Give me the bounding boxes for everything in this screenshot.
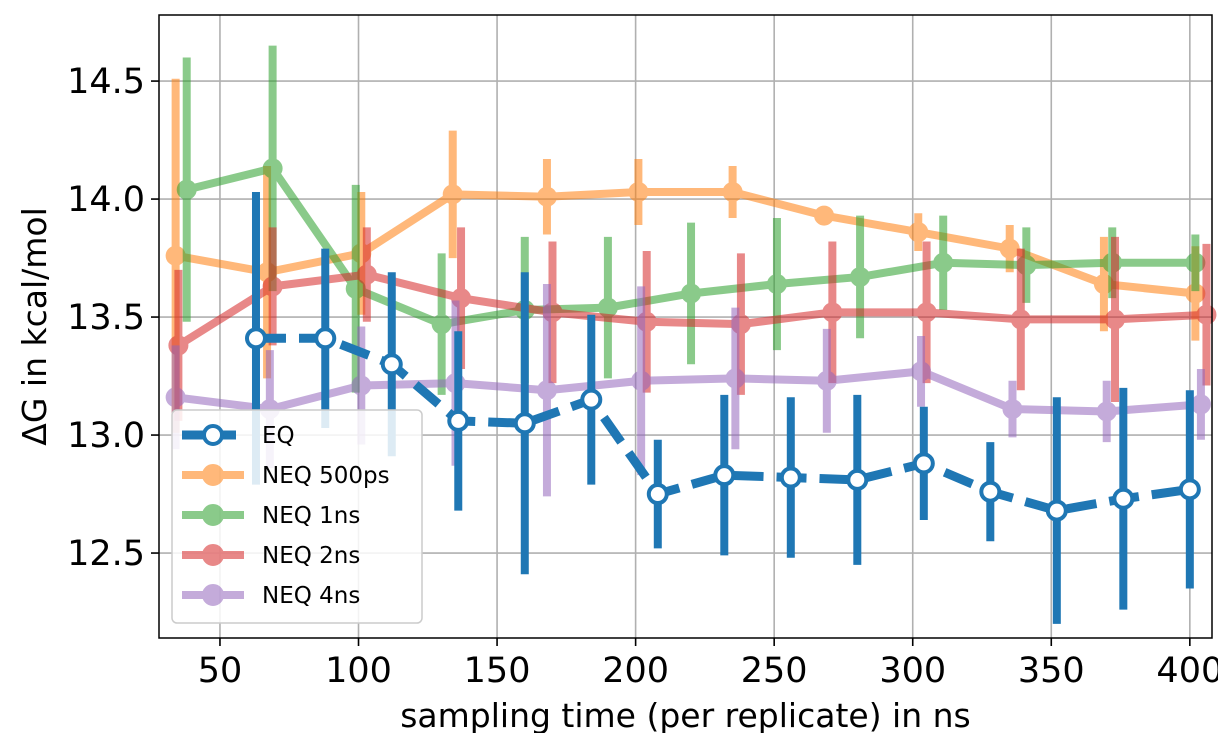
legend-swatch-marker — [202, 464, 224, 486]
legend-item — [182, 424, 244, 446]
data-point — [431, 314, 452, 335]
data-point — [916, 302, 937, 323]
legend-label: NEQ 500ps — [262, 463, 390, 489]
legend-swatch-marker — [202, 544, 224, 566]
x-tick-labels: 50 100 150 200 250 300 350 400 — [198, 651, 1218, 691]
data-point — [1185, 252, 1206, 273]
data-point — [580, 388, 603, 411]
legend-label: NEQ 2ns — [262, 543, 360, 569]
legend-label: NEQ 1ns — [262, 503, 360, 529]
data-point — [681, 283, 702, 304]
legend-swatch-marker — [202, 424, 224, 446]
data-point — [1002, 399, 1023, 420]
data-point — [846, 468, 869, 491]
data-point — [262, 276, 283, 297]
series-neq-4ns — [165, 284, 1211, 497]
series-neq-2ns — [168, 227, 1217, 421]
data-point — [165, 245, 186, 266]
data-point — [1010, 309, 1031, 330]
data-point — [536, 380, 557, 401]
data-point — [244, 327, 267, 350]
legend-label: EQ — [262, 423, 295, 449]
x-tick-label: 400 — [1156, 651, 1218, 691]
legend-item — [182, 544, 244, 566]
data-point — [979, 480, 1002, 503]
data-point — [779, 466, 802, 489]
data-point — [536, 186, 557, 207]
legend-item — [182, 504, 244, 526]
y-tick-label: 13.5 — [67, 298, 145, 338]
legend-label: NEQ 4ns — [262, 583, 360, 609]
data-point — [646, 483, 669, 506]
x-tick-label: 250 — [741, 651, 808, 691]
data-point — [822, 302, 843, 323]
x-tick-label: 50 — [198, 651, 243, 691]
data-point — [447, 409, 470, 432]
data-point — [1045, 499, 1068, 522]
x-axis-title: sampling time (per replicate) in ns — [400, 696, 971, 733]
data-point — [1105, 309, 1126, 330]
data-point — [351, 375, 372, 396]
y-tick-label: 12.5 — [67, 534, 145, 574]
y-tick-label: 13.0 — [67, 416, 145, 456]
x-tick-label: 150 — [464, 651, 531, 691]
data-point — [631, 370, 652, 391]
x-tick-label: 100 — [325, 651, 392, 691]
data-point — [999, 238, 1020, 259]
data-point — [628, 181, 649, 202]
series-neq-500ps — [165, 78, 1206, 433]
tick-marks — [151, 80, 1191, 646]
legend-item — [182, 464, 244, 486]
x-tick-label: 350 — [1018, 651, 1085, 691]
data-point — [814, 205, 835, 226]
data-point — [356, 264, 377, 285]
data-point — [442, 184, 463, 205]
data-point — [345, 278, 366, 299]
legend-item — [182, 584, 244, 606]
data-point — [314, 327, 337, 350]
data-point — [380, 353, 403, 376]
series-layer — [165, 45, 1217, 624]
legend-swatch-marker — [202, 584, 224, 606]
plot-frame — [158, 14, 1213, 639]
legend: EQ NEQ 500ps NEQ 1ns NEQ 2ns NEQ 4ns — [171, 409, 423, 624]
data-point — [725, 368, 746, 389]
data-point — [908, 222, 929, 243]
data-point — [597, 297, 618, 318]
y-axis-title: ΔG in kcal/mol — [15, 207, 54, 445]
series-line — [176, 270, 1207, 349]
data-point — [176, 179, 197, 200]
x-tick-label: 200 — [602, 651, 669, 691]
data-point — [165, 387, 186, 408]
series-line — [255, 333, 1191, 516]
data-point — [513, 412, 536, 435]
data-point — [816, 370, 837, 391]
y-tick-label: 14.0 — [67, 180, 145, 220]
x-tick-label: 300 — [879, 651, 946, 691]
y-tick-label: 14.5 — [67, 62, 145, 102]
data-point — [262, 158, 283, 179]
data-point — [912, 452, 935, 475]
data-point — [1190, 394, 1211, 415]
legend-box — [171, 409, 423, 624]
data-point — [766, 274, 787, 295]
data-point — [1112, 487, 1135, 510]
data-point — [933, 252, 954, 273]
data-point — [1096, 401, 1117, 422]
series-neq-1ns — [176, 45, 1206, 395]
data-point — [911, 361, 932, 382]
data-point — [722, 181, 743, 202]
data-point — [713, 464, 736, 487]
data-point — [1196, 304, 1217, 325]
data-point — [850, 266, 871, 287]
data-point — [1178, 478, 1201, 501]
series-line — [175, 367, 1202, 416]
y-tick-labels: 12.5 13.0 13.5 14.0 14.5 — [67, 62, 145, 574]
legend-swatch-marker — [202, 504, 224, 526]
